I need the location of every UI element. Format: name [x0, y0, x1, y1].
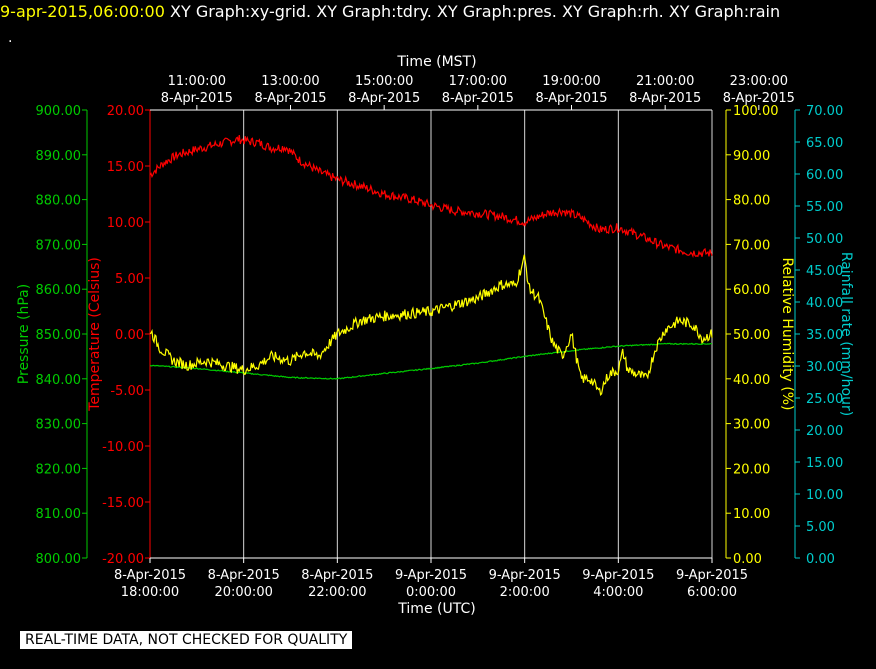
rainfall-tick-label: 0.00: [806, 552, 835, 567]
humidity-axis-title: Relative Humidity (%): [779, 257, 795, 410]
x-bottom-tick-date: 8-Apr-2015: [301, 568, 373, 583]
x-bottom-tick-date: 9-Apr-2015: [489, 568, 561, 583]
humidity-tick-label: 60.00: [733, 283, 770, 298]
x-bottom-tick-time: 2:00:00: [500, 585, 550, 600]
x-bottom-tick-time: 0:00:00: [406, 585, 456, 600]
temperature-tick-label: -10.00: [102, 440, 144, 455]
x-bottom-tick-date: 9-Apr-2015: [395, 568, 467, 583]
header-graph-tdry: XY Graph:tdry.: [316, 2, 432, 21]
pressure-tick-label: 830.00: [36, 418, 82, 433]
x-top-tick-time: 11:00:00: [168, 74, 226, 89]
header-timestamp: 9-apr-2015,06:00:00: [0, 2, 165, 21]
pressure-tick-label: 810.00: [36, 507, 82, 522]
rainfall-tick-label: 70.00: [806, 104, 843, 119]
header-graph-xy-grid: XY Graph:xy-grid.: [170, 2, 312, 21]
x-top-tick-time: 19:00:00: [542, 74, 600, 89]
rainfall-tick-label: 45.00: [806, 264, 843, 279]
rainfall-tick-label: 35.00: [806, 328, 843, 343]
x-bottom-tick-time: 20:00:00: [214, 585, 272, 600]
humidity-tick-label: 80.00: [733, 194, 770, 209]
x-bottom-tick-date: 8-Apr-2015: [208, 568, 280, 583]
pressure-tick-label: 900.00: [36, 104, 82, 119]
humidity-tick-label: 50.00: [733, 328, 770, 343]
x-bottom-tick-time: 4:00:00: [593, 585, 643, 600]
temperature-tick-label: -20.00: [102, 552, 144, 567]
x-bottom-axis-title: Time (UTC): [397, 601, 475, 617]
rainfall-tick-label: 5.00: [806, 520, 835, 535]
pressure-tick-label: 800.00: [36, 552, 82, 567]
x-top-tick-time: 15:00:00: [355, 74, 413, 89]
rainfall-tick-label: 10.00: [806, 488, 843, 503]
humidity-tick-label: 40.00: [733, 373, 770, 388]
pressure-tick-label: 850.00: [36, 328, 82, 343]
rainfall-tick-label: 55.00: [806, 200, 843, 215]
x-top-tick-date: 8-Apr-2015: [161, 91, 233, 106]
pressure-tick-label: 840.00: [36, 373, 82, 388]
pressure-tick-label: 880.00: [36, 194, 82, 209]
humidity-tick-label: 90.00: [733, 149, 770, 164]
rainfall-tick-label: 40.00: [806, 296, 843, 311]
header-graph-rain: XY Graph:rain: [668, 2, 781, 21]
temperature-tick-label: 15.00: [107, 160, 144, 175]
rainfall-tick-label: 20.00: [806, 424, 843, 439]
rainfall-tick-label: 65.00: [806, 136, 843, 151]
x-bottom-tick-time: 6:00:00: [687, 585, 737, 600]
rainfall-axis-title: Rainfall rate (mm/hour): [838, 252, 854, 416]
pressure-axis-title: Pressure (hPa): [16, 284, 32, 384]
rainfall-tick-label: 30.00: [806, 360, 843, 375]
humidity-tick-label: 30.00: [733, 418, 770, 433]
temperature-series-line: [149, 135, 713, 258]
x-top-tick-date: 8-Apr-2015: [442, 91, 514, 106]
header: 9-apr-2015,06:00:00 XY Graph:xy-grid. XY…: [0, 2, 780, 21]
pressure-tick-label: 870.00: [36, 238, 82, 253]
header-graph-rh: XY Graph:rh.: [561, 2, 664, 21]
x-bottom-tick-time: 22:00:00: [308, 585, 366, 600]
temperature-tick-label: 20.00: [107, 104, 144, 119]
header-graph-pres: XY Graph:pres.: [436, 2, 557, 21]
rainfall-tick-label: 50.00: [806, 232, 843, 247]
humidity-series-line: [149, 254, 713, 397]
humidity-tick-label: 70.00: [733, 238, 770, 253]
pressure-tick-label: 820.00: [36, 462, 82, 477]
humidity-tick-label: 100.00: [733, 104, 779, 119]
temperature-tick-label: -15.00: [102, 496, 144, 511]
pressure-tick-label: 860.00: [36, 283, 82, 298]
rainfall-tick-label: 60.00: [806, 168, 843, 183]
x-top-tick-time: 21:00:00: [636, 74, 694, 89]
rainfall-tick-label: 25.00: [806, 392, 843, 407]
temperature-tick-label: 10.00: [107, 216, 144, 231]
x-top-axis-title: Time (MST): [396, 54, 476, 70]
x-bottom-tick-time: 18:00:00: [121, 585, 179, 600]
humidity-tick-label: 0.00: [733, 552, 762, 567]
header-dot: .: [8, 30, 13, 46]
x-top-tick-date: 8-Apr-2015: [254, 91, 326, 106]
x-top-tick-date: 8-Apr-2015: [535, 91, 607, 106]
x-top-tick-date: 8-Apr-2015: [629, 91, 701, 106]
temperature-axis-title: Temperature (Celsius): [87, 257, 103, 412]
x-bottom-tick-date: 9-Apr-2015: [676, 568, 748, 583]
pressure-tick-label: 890.00: [36, 149, 82, 164]
x-top-tick-date: 8-Apr-2015: [348, 91, 420, 106]
humidity-tick-label: 20.00: [733, 462, 770, 477]
temperature-tick-label: 0.00: [115, 328, 144, 343]
x-bottom-tick-date: 9-Apr-2015: [582, 568, 654, 583]
x-top-tick-date: 8-Apr-2015: [723, 91, 795, 106]
x-top-tick-time: 23:00:00: [730, 74, 788, 89]
x-bottom-tick-date: 8-Apr-2015: [114, 568, 186, 583]
rainfall-tick-label: 15.00: [806, 456, 843, 471]
temperature-tick-label: -5.00: [110, 384, 144, 399]
humidity-tick-label: 10.00: [733, 507, 770, 522]
x-top-tick-time: 17:00:00: [449, 74, 507, 89]
temperature-tick-label: 5.00: [115, 272, 144, 287]
quality-disclaimer: REAL-TIME DATA, NOT CHECKED FOR QUALITY: [20, 631, 353, 649]
x-top-tick-time: 13:00:00: [261, 74, 319, 89]
